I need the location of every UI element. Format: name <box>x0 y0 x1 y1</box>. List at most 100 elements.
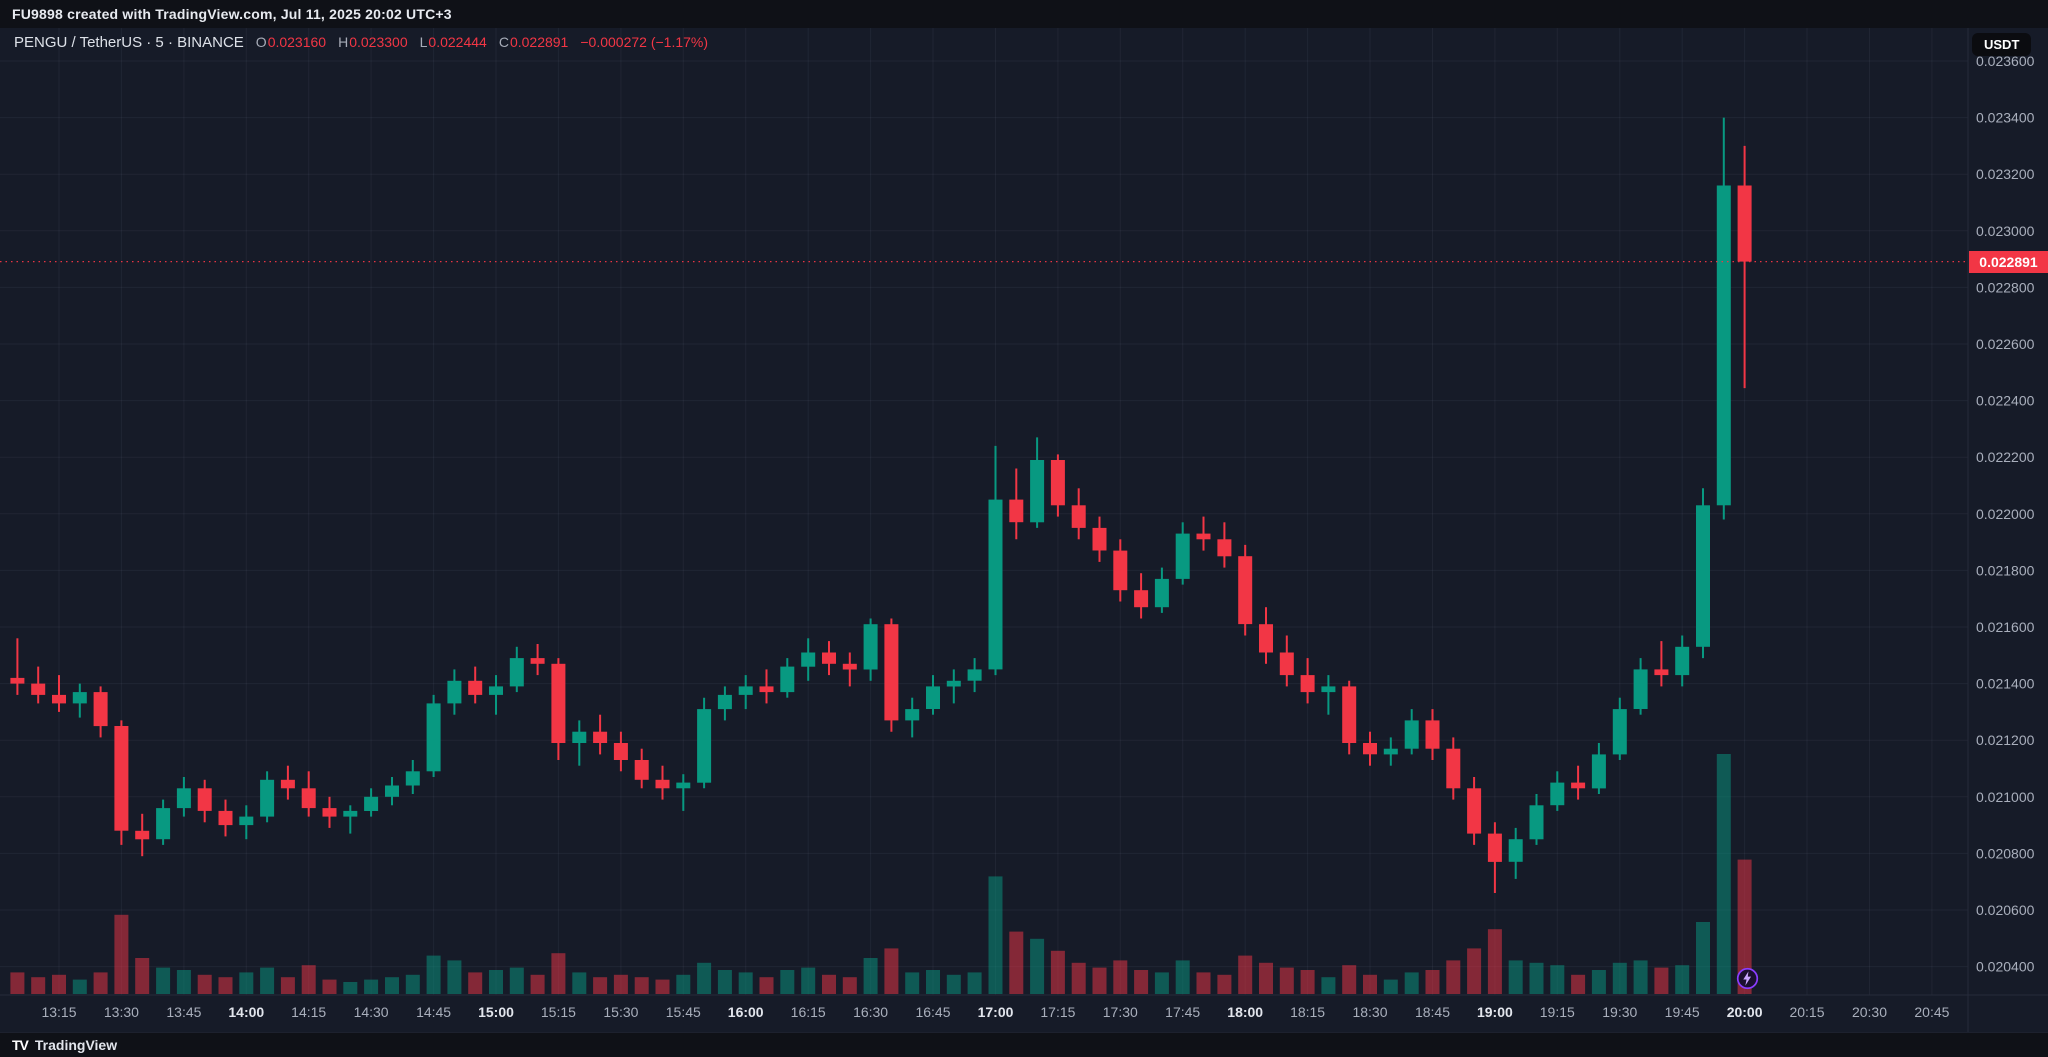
candle[interactable] <box>1196 516 1211 551</box>
candle[interactable] <box>1550 771 1565 811</box>
candle[interactable] <box>509 646 524 693</box>
candle[interactable] <box>1279 635 1294 687</box>
candle[interactable] <box>905 697 920 738</box>
candle[interactable] <box>1030 437 1045 528</box>
candle[interactable] <box>655 765 670 800</box>
candle[interactable] <box>717 686 732 721</box>
ohlc-close: C 0.022891 <box>498 34 569 50</box>
candle[interactable] <box>738 675 753 710</box>
candle[interactable] <box>197 779 212 823</box>
candle[interactable] <box>572 720 587 766</box>
candle[interactable] <box>1300 658 1315 704</box>
candle[interactable] <box>759 669 774 704</box>
candle[interactable] <box>988 445 1003 676</box>
symbol-title[interactable]: PENGU / TetherUS · 5 · BINANCE <box>14 34 244 51</box>
candle[interactable] <box>1383 737 1398 766</box>
candle[interactable] <box>780 658 795 698</box>
time-axis-labels: 13:15 13:30 13:45 14:00 14:15 14:30 14:45 15:00… <box>41 1004 1949 1020</box>
candle[interactable] <box>1071 488 1086 540</box>
candle[interactable] <box>634 748 649 789</box>
tradingview-brand[interactable]: TradingView <box>34 1037 118 1053</box>
lightning-icon[interactable] <box>1736 967 1759 990</box>
candle[interactable] <box>1404 709 1419 755</box>
candle[interactable] <box>218 799 233 837</box>
candle[interactable] <box>52 675 66 712</box>
candle[interactable] <box>1092 516 1107 562</box>
candle[interactable] <box>1696 488 1710 659</box>
candle[interactable] <box>1175 522 1190 585</box>
candle[interactable] <box>280 765 295 800</box>
candle[interactable] <box>946 669 961 704</box>
candle[interactable] <box>551 658 566 760</box>
candle[interactable] <box>239 805 254 840</box>
candle[interactable] <box>1591 743 1606 794</box>
candle[interactable] <box>863 618 878 681</box>
candle[interactable] <box>260 771 275 823</box>
candle[interactable] <box>1154 567 1169 613</box>
candle[interactable] <box>10 638 25 695</box>
candle[interactable] <box>93 686 108 738</box>
candle[interactable] <box>1321 675 1336 715</box>
candle[interactable] <box>884 618 899 732</box>
candle[interactable] <box>343 805 358 834</box>
candle[interactable] <box>1009 468 1024 540</box>
candle[interactable] <box>967 658 982 693</box>
candle[interactable] <box>613 731 628 772</box>
candle[interactable] <box>1050 454 1065 517</box>
svg-text:19:45: 19:45 <box>1665 1004 1700 1020</box>
last-price-badge: 0.022891 <box>1969 250 2048 273</box>
candle[interactable] <box>697 697 712 789</box>
candle[interactable] <box>1612 697 1627 760</box>
candle[interactable] <box>1259 607 1273 664</box>
candle[interactable] <box>593 714 608 755</box>
candle[interactable] <box>926 675 940 715</box>
candle[interactable] <box>447 669 462 715</box>
candle[interactable] <box>1633 658 1648 715</box>
candle[interactable] <box>1675 635 1690 687</box>
candle[interactable] <box>301 771 316 817</box>
candle[interactable] <box>1529 794 1544 845</box>
tradingview-logo[interactable]: TV <box>12 1037 29 1053</box>
candle[interactable] <box>1737 145 1752 389</box>
candle[interactable] <box>530 644 545 676</box>
candle[interactable] <box>1716 117 1731 520</box>
candle[interactable] <box>1654 641 1669 687</box>
candle[interactable] <box>426 694 441 777</box>
candle[interactable] <box>1217 522 1232 568</box>
candle[interactable] <box>114 720 129 845</box>
candle[interactable] <box>1446 737 1461 800</box>
candle[interactable] <box>1487 822 1502 893</box>
candle[interactable] <box>1113 539 1128 602</box>
candle[interactable] <box>822 641 836 676</box>
candle[interactable] <box>1363 731 1377 766</box>
svg-text:0.020400: 0.020400 <box>1976 959 2035 975</box>
candle[interactable] <box>385 777 399 806</box>
candle[interactable] <box>842 652 857 687</box>
candle[interactable] <box>135 813 150 857</box>
price-axis[interactable] <box>1968 28 2048 995</box>
candle[interactable] <box>489 675 503 715</box>
currency-toggle-button[interactable]: USDT <box>1972 33 2032 56</box>
candle[interactable] <box>322 796 337 828</box>
candle[interactable] <box>364 788 379 817</box>
candle[interactable] <box>405 760 420 794</box>
chart-legend[interactable]: PENGU / TetherUS · 5 · BINANCE O 0.023160… <box>14 34 708 51</box>
svg-text:13:30: 13:30 <box>104 1004 139 1020</box>
candle[interactable] <box>1508 827 1523 879</box>
candle[interactable] <box>676 774 691 811</box>
candle[interactable] <box>31 666 46 704</box>
candle[interactable] <box>176 777 191 817</box>
candle[interactable] <box>1425 709 1440 760</box>
candle[interactable] <box>1238 544 1253 636</box>
candle[interactable] <box>1134 573 1149 619</box>
candle[interactable] <box>1342 680 1357 755</box>
grid-lines <box>0 28 1968 995</box>
candle[interactable] <box>801 638 816 681</box>
candle[interactable] <box>72 683 87 718</box>
candle[interactable] <box>156 799 171 845</box>
candle[interactable] <box>468 666 483 704</box>
candle[interactable] <box>1571 765 1586 800</box>
time-axis[interactable] <box>0 995 1968 1032</box>
candle[interactable] <box>1467 777 1482 845</box>
